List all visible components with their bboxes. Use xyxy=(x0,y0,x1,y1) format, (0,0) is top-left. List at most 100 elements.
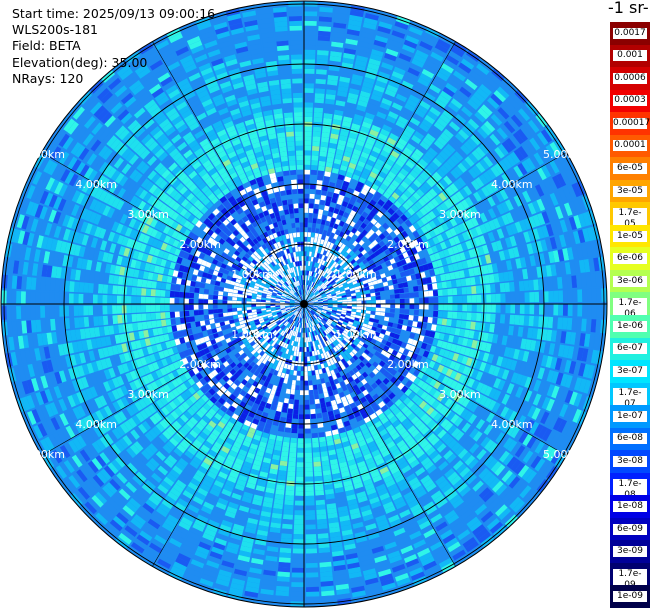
ppi-gate xyxy=(382,266,389,273)
ppi-gate xyxy=(485,136,497,149)
ppi-gate xyxy=(375,307,381,312)
ppi-gate xyxy=(289,452,297,458)
ppi-gate xyxy=(278,470,287,476)
ppi-gate xyxy=(517,192,527,205)
ppi-gate xyxy=(414,108,426,118)
ppi-gate xyxy=(505,170,516,183)
ppi-gate xyxy=(479,83,492,96)
ppi-gate xyxy=(366,203,374,211)
ppi-gate xyxy=(370,218,378,226)
ppi-gate xyxy=(487,117,499,130)
ppi-gate xyxy=(325,262,330,268)
ppi-gate xyxy=(486,152,498,165)
ppi-gate xyxy=(371,239,379,247)
ppi-gate xyxy=(331,167,340,174)
ppi-gate xyxy=(317,40,330,47)
ppi-gate xyxy=(403,147,413,156)
ppi-gate xyxy=(324,108,334,115)
ppi-gate xyxy=(390,150,400,159)
ppi-gate xyxy=(313,289,317,294)
ppi-gate xyxy=(493,89,507,103)
ppi-gate xyxy=(423,240,431,249)
ppi-gate xyxy=(305,466,313,472)
ppi-gate xyxy=(320,194,327,201)
ppi-gate xyxy=(415,245,423,253)
ppi-gate xyxy=(475,313,482,322)
ppi-gate xyxy=(305,524,316,530)
ppi-gate xyxy=(318,30,331,37)
ppi-gate xyxy=(529,304,535,315)
ppi-gate xyxy=(393,124,404,133)
ppi-gate xyxy=(390,304,396,309)
ppi-gate xyxy=(426,60,440,71)
ppi-gate xyxy=(325,256,331,263)
ppi-gate xyxy=(312,141,320,147)
ppi-gate xyxy=(294,399,299,405)
ppi-gate xyxy=(331,281,337,286)
ppi-gate xyxy=(292,562,304,568)
ppi-gate xyxy=(292,558,304,564)
ppi-gate xyxy=(413,315,419,322)
ppi-gate xyxy=(343,196,351,203)
ppi-gate xyxy=(326,215,332,222)
ppi-gate xyxy=(336,271,342,277)
ppi-gate xyxy=(380,308,386,312)
ppi-gate xyxy=(359,36,373,44)
ppi-gate xyxy=(308,299,313,303)
ppi-gate xyxy=(278,557,291,563)
ppi-gate xyxy=(438,304,444,311)
ppi-gate xyxy=(351,153,360,161)
ppi-gate xyxy=(343,239,349,246)
ppi-gate xyxy=(316,218,322,225)
ppi-gate xyxy=(416,175,426,185)
ppi-gate xyxy=(319,557,332,563)
ppi-gate xyxy=(521,104,534,119)
ppi-gate xyxy=(292,553,304,559)
ppi-gate xyxy=(316,514,327,520)
ppi-gate xyxy=(395,159,405,168)
ppi-gate xyxy=(419,140,430,151)
ppi-gate xyxy=(314,203,320,210)
ppi-gate xyxy=(307,285,310,291)
ppi-gate xyxy=(393,97,405,107)
ppi-gate xyxy=(305,553,318,559)
ppi-gate xyxy=(441,281,448,289)
ppi-gate xyxy=(321,284,327,289)
ppi-gate xyxy=(311,261,315,267)
ppi-gate xyxy=(347,282,354,287)
ppi-gate xyxy=(373,250,381,257)
ppi-gate xyxy=(318,253,323,260)
ppi-gate xyxy=(438,192,447,202)
ppi-gate xyxy=(307,356,311,362)
ppi-gate xyxy=(391,192,400,200)
ppi-gate xyxy=(494,283,501,293)
ppi-gate xyxy=(425,133,436,143)
ppi-gate xyxy=(397,225,405,233)
ppi-gate xyxy=(471,165,482,176)
ppi-gate xyxy=(304,236,308,242)
ppi-gate xyxy=(317,35,331,42)
ppi-gate xyxy=(338,81,350,88)
ppi-gate xyxy=(333,17,347,24)
ppi-gate xyxy=(450,98,463,109)
ppi-gate xyxy=(372,44,386,53)
ppi-gate xyxy=(318,25,332,32)
ppi-gate xyxy=(323,225,329,231)
ppi-gate xyxy=(329,138,338,145)
ppi-ray xyxy=(304,7,381,300)
ppi-gate xyxy=(308,380,313,386)
ppi-gate xyxy=(318,432,326,438)
ppi-gate xyxy=(309,291,313,297)
ppi-gate xyxy=(500,103,514,117)
ppi-gate xyxy=(339,76,351,83)
ppi-gate xyxy=(402,202,411,211)
ppi-gate xyxy=(428,304,434,310)
ppi-gate xyxy=(308,261,311,267)
ppi-gate xyxy=(474,322,481,331)
ppi-gate xyxy=(363,218,370,226)
ppi-gate xyxy=(505,293,511,303)
ppi-gate xyxy=(304,112,313,117)
ppi-gate xyxy=(297,438,304,444)
ppi-gate xyxy=(317,296,322,299)
ppi-gate xyxy=(409,292,415,298)
